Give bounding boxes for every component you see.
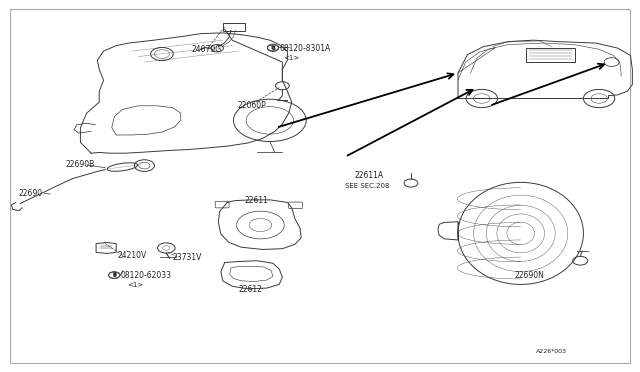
Text: 08120-62033: 08120-62033	[120, 271, 172, 280]
Text: A226*003: A226*003	[536, 349, 568, 355]
Text: B: B	[113, 273, 116, 278]
Text: 22690: 22690	[19, 189, 43, 198]
Text: 24210V: 24210V	[117, 251, 147, 260]
Text: 22690B: 22690B	[66, 160, 95, 169]
Text: 22612: 22612	[239, 285, 262, 294]
Text: 22690N: 22690N	[515, 271, 544, 280]
Text: <1>: <1>	[284, 55, 300, 61]
Text: B: B	[271, 46, 275, 51]
Text: 22611: 22611	[244, 196, 269, 205]
Text: 24079G: 24079G	[191, 45, 221, 54]
Text: B: B	[112, 272, 116, 278]
Text: 23731V: 23731V	[173, 253, 202, 262]
Text: 08120-8301A: 08120-8301A	[279, 44, 330, 53]
Text: 22060P: 22060P	[237, 101, 266, 110]
Text: <1>: <1>	[127, 282, 143, 288]
Text: 22611A: 22611A	[355, 171, 383, 180]
Text: B: B	[271, 45, 275, 50]
Text: SEE SEC.208: SEE SEC.208	[345, 183, 390, 189]
